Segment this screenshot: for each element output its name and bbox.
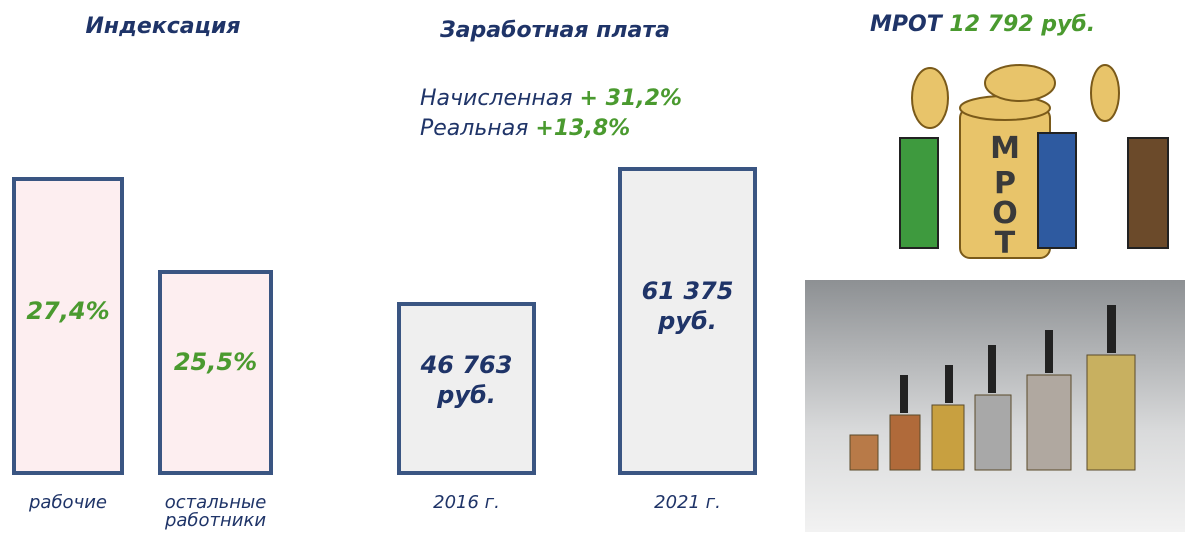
annotation-label: Реальная <box>420 116 529 141</box>
value-label: 25,5% <box>173 348 258 377</box>
bar <box>12 177 124 475</box>
annotation-value: +13,8% <box>535 116 631 141</box>
chart-title: Заработная плата <box>440 18 670 43</box>
mrot-title: МРОТ 12 792 руб. <box>870 12 1095 37</box>
annotation-label: Начисленная <box>420 86 573 111</box>
value-label: 46 763 руб. <box>420 350 513 409</box>
annotation-value: + 31,2% <box>579 86 682 111</box>
svg-text:Р: Р <box>994 166 1016 201</box>
bar <box>158 269 273 475</box>
annotation: Реальная +13,8% <box>420 116 630 141</box>
chart-title: Индексация <box>85 14 241 39</box>
annotation: Начисленная + 31,2% <box>420 86 682 111</box>
mrot-illustration: МРОТ <box>899 64 1169 261</box>
category-label: рабочие <box>29 492 107 513</box>
svg-text:М: М <box>990 131 1020 166</box>
svg-text:О: О <box>992 196 1018 231</box>
mrot-value: 12 792 руб. <box>949 12 1096 37</box>
category-label: 2021 г. <box>654 492 721 513</box>
value-label: 61 375 руб. <box>641 276 734 335</box>
svg-text:Т: Т <box>995 226 1016 261</box>
bar <box>618 167 757 475</box>
category-label: остальные работники <box>164 492 267 531</box>
coins-photo <box>805 280 1185 532</box>
bar <box>397 301 536 475</box>
category-label: 2016 г. <box>433 492 500 513</box>
value-label: 27,4% <box>26 297 110 326</box>
mrot-label: МРОТ <box>870 12 942 37</box>
